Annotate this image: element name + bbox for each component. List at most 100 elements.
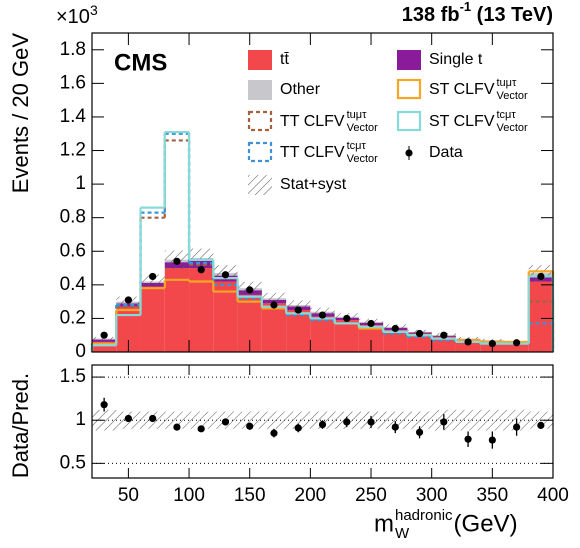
x-tick-label: 300: [416, 485, 448, 506]
y-tick-label: 0.2: [60, 307, 86, 328]
legend-label-sub: Vector: [347, 153, 379, 165]
legend-swatch: [396, 78, 422, 100]
ratio-band: [164, 411, 190, 429]
ratio-point: [173, 423, 181, 431]
ratio-point: [415, 428, 424, 436]
legend-label-sup: tcμτ: [347, 140, 367, 152]
legend-swatch: [248, 50, 272, 70]
ratio-point: [318, 420, 327, 429]
ratio-point: [294, 424, 302, 432]
x-tick-label: 200: [295, 485, 327, 506]
y-tick-label: 1.2: [60, 140, 86, 161]
data-point: [343, 314, 351, 323]
x-axis-label-sub: W: [395, 525, 410, 542]
x-tick-label: 350: [476, 485, 508, 506]
legend-label: TT CLFV: [280, 144, 345, 161]
stack-segment: [504, 342, 529, 352]
ratio-point: [246, 422, 254, 430]
ratio-point: [270, 429, 278, 437]
legend-label: tt̄: [280, 51, 289, 68]
ratio-point: [440, 418, 448, 426]
x-tick-label: 250: [355, 485, 387, 506]
stack-segment: [286, 310, 311, 352]
x-tick-label: 50: [118, 485, 139, 506]
data-point: [221, 271, 230, 279]
stack-segment: [334, 320, 359, 352]
frame: [91, 364, 554, 479]
ratio-band: [261, 411, 287, 429]
data-point: [100, 331, 108, 339]
uncertainty-band: [261, 292, 287, 304]
data-point: [464, 338, 472, 346]
data-point: [270, 301, 278, 309]
y-tick-label: 0.5: [60, 452, 86, 473]
uncertainty-band: [286, 300, 311, 310]
legend-label: TT CLFV: [280, 113, 345, 130]
ratio-point: [513, 423, 521, 431]
ratio-band: [528, 411, 553, 429]
stack-segment: [92, 341, 117, 352]
experiment-label: CMS: [114, 49, 167, 76]
ratio-band: [455, 409, 481, 431]
y-tick-label: 1.6: [60, 72, 86, 93]
ratio-point: [197, 425, 205, 433]
x-axis-label: m: [374, 510, 394, 537]
title-energy: (13 TeV): [471, 4, 553, 26]
ratio-band: [480, 409, 505, 431]
axis-multiplier: ×103: [56, 2, 98, 29]
data-point: [173, 257, 181, 265]
multiplier-exp: 3: [90, 2, 98, 18]
uncertainty-band: [189, 248, 214, 268]
legend-label: Other: [280, 81, 321, 98]
stack-segment: [528, 281, 553, 352]
data-point: [367, 319, 375, 328]
ratio-band: [383, 411, 408, 429]
title-lumi: 138 fb: [402, 4, 460, 26]
legend-label: ST CLFV: [429, 113, 495, 130]
legend-label-sub: Vector: [347, 122, 379, 134]
stack-segment: [383, 330, 408, 352]
legend-label-sub: Vector: [497, 90, 529, 102]
multiplier-base: ×10: [56, 6, 90, 28]
x-tick-label: 400: [537, 485, 569, 506]
ratio-band: [407, 411, 432, 429]
legend-swatch: [396, 110, 422, 132]
data-point: [440, 331, 448, 339]
legend-label: Single t: [429, 51, 483, 68]
legend-swatch: [397, 50, 421, 70]
title-lumi-exp: -1: [460, 0, 472, 14]
data-point: [124, 296, 132, 304]
ratio-band: [310, 411, 335, 429]
ratio-point: [343, 418, 351, 426]
x-axis-label-unit: (GeV): [454, 510, 518, 537]
ratio-band: [286, 411, 311, 429]
legend-label-sup: tcμτ: [497, 109, 517, 121]
data-point: [513, 339, 521, 347]
y-tick-label: 1.5: [60, 366, 86, 387]
y-tick-label: 1: [75, 409, 86, 430]
x-axis-label-sup: hadronic: [395, 507, 453, 524]
y-tick-label: 0.4: [60, 274, 87, 295]
legend-swatch: [247, 110, 273, 132]
chart-title: 138 fb-1 (13 TeV): [402, 0, 553, 26]
ratio-point: [149, 414, 157, 423]
frame: [91, 32, 554, 353]
y-tick-label: 1.8: [60, 39, 86, 60]
stack-segment: [261, 303, 287, 352]
y-tick-label: 1: [75, 173, 86, 194]
y-tick-label: 0.8: [60, 207, 86, 228]
data-point: [415, 329, 424, 338]
y-axis-label: Events / 20 GeV: [8, 33, 33, 194]
ratio-point: [391, 423, 399, 431]
ratio-band: [189, 411, 214, 429]
data-point: [197, 266, 205, 274]
ratio-point: [124, 414, 132, 423]
ratio-band: [92, 409, 117, 431]
legend-label: Data: [429, 144, 463, 161]
legend-label-sup: tuμτ: [347, 109, 368, 121]
data-point: [537, 272, 545, 281]
stack-segment: [213, 281, 238, 352]
y-tick-label: 1.4: [60, 106, 87, 127]
data-point: [246, 286, 254, 294]
